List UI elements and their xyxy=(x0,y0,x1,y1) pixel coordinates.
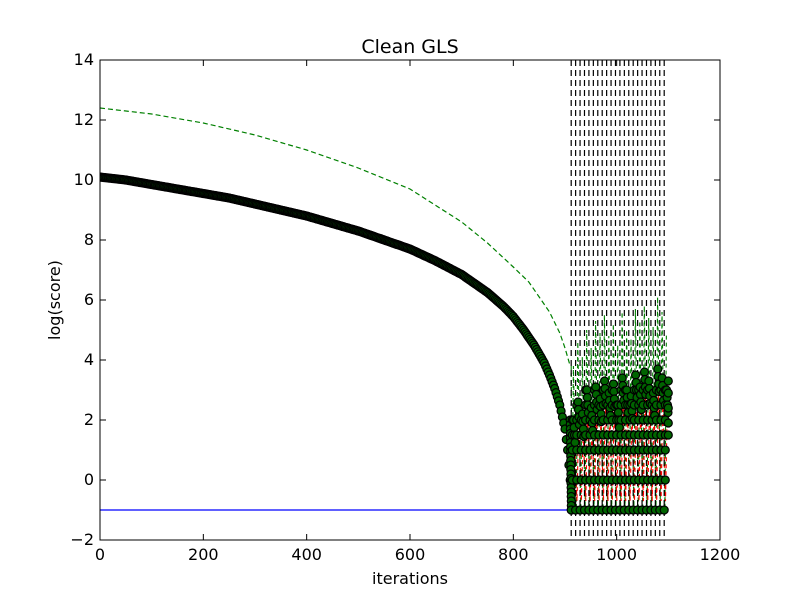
chart-title: Clean GLS xyxy=(361,36,458,58)
y-tick-label: 6 xyxy=(84,290,94,309)
restart-point xyxy=(570,437,580,448)
y-tick-label: −2 xyxy=(70,530,94,549)
restart-point xyxy=(599,376,610,386)
restart-point xyxy=(663,403,673,413)
x-tick-label: 0 xyxy=(95,545,105,564)
x-tick-label: 1000 xyxy=(596,545,637,564)
x-tick-label: 400 xyxy=(291,545,322,564)
y-tick-label: 8 xyxy=(84,230,94,249)
score-markers xyxy=(100,172,577,515)
restart-point xyxy=(660,445,670,455)
restart-point xyxy=(608,379,619,389)
restart-point xyxy=(653,364,663,374)
y-tick-label: 10 xyxy=(74,170,94,189)
restart-point xyxy=(613,407,624,418)
y-tick-label: 2 xyxy=(84,410,94,429)
restart-point xyxy=(614,422,624,433)
restart-point xyxy=(582,385,592,395)
restart-point xyxy=(573,397,583,407)
y-axis-label: log(score) xyxy=(45,260,64,340)
restart-point xyxy=(663,376,673,386)
restart-point xyxy=(663,430,673,440)
restart-point xyxy=(663,418,673,428)
restart-point xyxy=(582,392,593,403)
restart-point xyxy=(663,388,673,398)
upper-bound-line xyxy=(100,107,571,367)
y-tick-label: 12 xyxy=(74,110,94,129)
y-tick-label: 4 xyxy=(84,350,94,369)
restart-point xyxy=(617,373,627,383)
restart-markers xyxy=(566,364,673,515)
x-tick-label: 1200 xyxy=(700,545,741,564)
restart-point xyxy=(644,376,654,386)
x-axis-label: iterations xyxy=(372,569,448,588)
restart-point xyxy=(630,370,641,380)
restart-point xyxy=(660,475,670,485)
x-tick-label: 600 xyxy=(395,545,426,564)
y-tick-label: 14 xyxy=(74,50,94,69)
x-tick-label: 800 xyxy=(498,545,529,564)
restart-point xyxy=(659,505,669,515)
restart-point xyxy=(639,367,650,377)
y-tick-label: 0 xyxy=(84,470,94,489)
plot-content xyxy=(100,60,673,540)
x-tick-label: 200 xyxy=(188,545,219,564)
restart-point xyxy=(591,382,601,392)
